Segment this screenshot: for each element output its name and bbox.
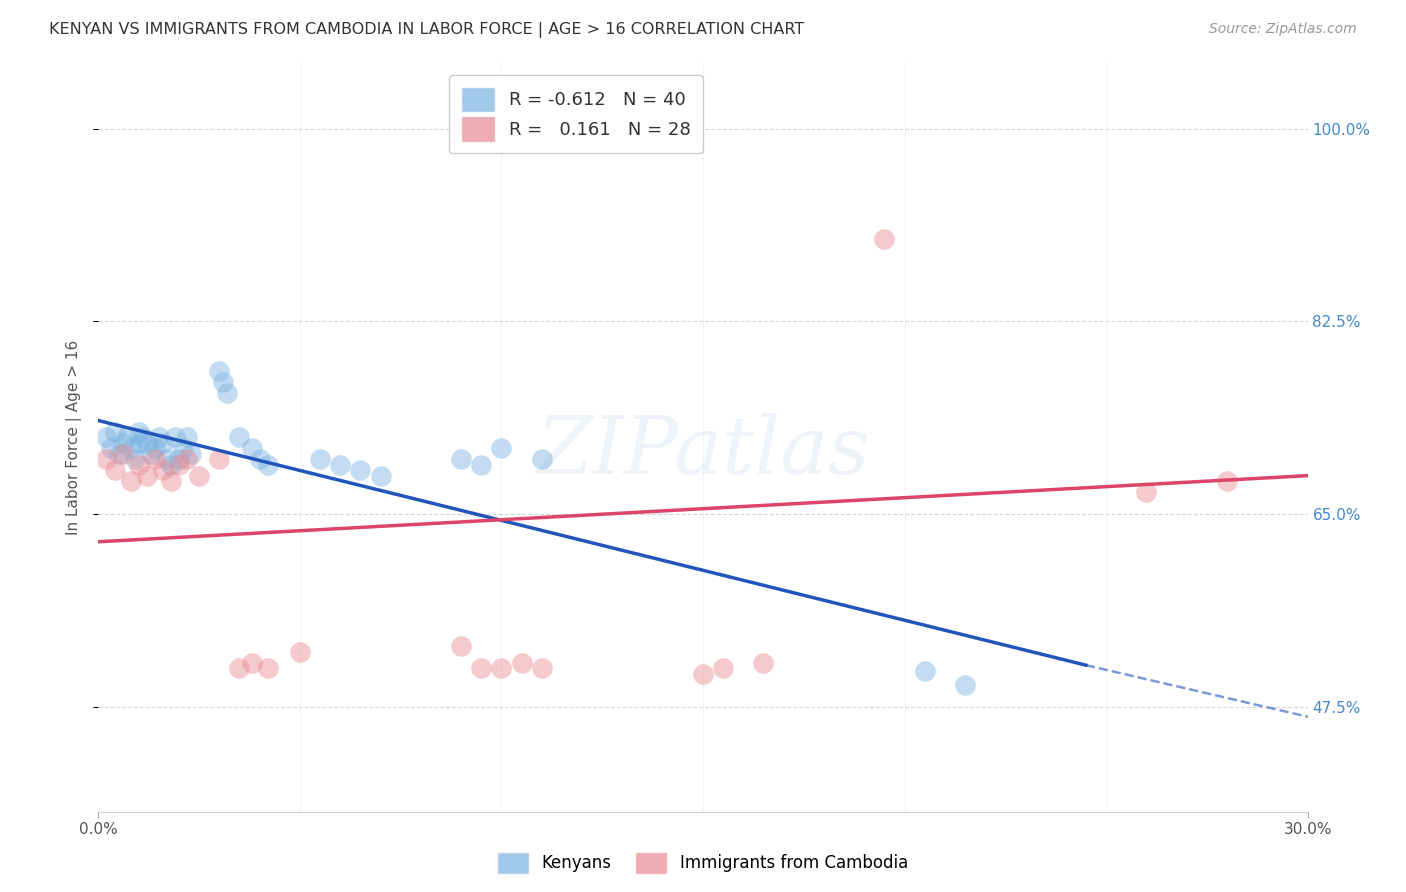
Point	[128, 435, 150, 450]
Point	[711, 661, 734, 675]
Point	[120, 441, 142, 455]
Point	[143, 441, 166, 455]
Point	[349, 463, 371, 477]
Point	[100, 441, 122, 455]
Point	[1135, 485, 1157, 500]
Point	[120, 474, 142, 488]
Point	[530, 661, 553, 675]
Point	[470, 458, 492, 472]
Point	[1216, 474, 1239, 488]
Point	[96, 430, 118, 444]
Point	[167, 458, 190, 472]
Point	[450, 452, 472, 467]
Point	[752, 656, 775, 670]
Point	[491, 661, 513, 675]
Y-axis label: In Labor Force | Age > 16: In Labor Force | Age > 16	[66, 340, 83, 534]
Point	[256, 661, 278, 675]
Point	[176, 430, 198, 444]
Point	[152, 463, 174, 477]
Point	[128, 425, 150, 439]
Legend: Kenyans, Immigrants from Cambodia: Kenyans, Immigrants from Cambodia	[491, 847, 915, 880]
Point	[217, 386, 239, 401]
Point	[128, 458, 150, 472]
Point	[103, 425, 125, 439]
Point	[180, 447, 202, 461]
Point	[510, 656, 533, 670]
Point	[107, 447, 129, 461]
Point	[370, 468, 392, 483]
Point	[167, 452, 190, 467]
Point	[212, 375, 235, 389]
Point	[309, 452, 332, 467]
Text: KENYAN VS IMMIGRANTS FROM CAMBODIA IN LABOR FORCE | AGE > 16 CORRELATION CHART: KENYAN VS IMMIGRANTS FROM CAMBODIA IN LA…	[49, 22, 804, 38]
Point	[152, 435, 174, 450]
Point	[208, 364, 231, 378]
Point	[692, 667, 714, 681]
Point	[208, 452, 231, 467]
Point	[873, 232, 896, 246]
Point	[329, 458, 352, 472]
Point	[160, 458, 183, 472]
Point	[132, 430, 155, 444]
Point	[135, 435, 157, 450]
Point	[953, 678, 976, 692]
Point	[228, 661, 250, 675]
Point	[96, 452, 118, 467]
Point	[156, 452, 179, 467]
Text: Source: ZipAtlas.com: Source: ZipAtlas.com	[1209, 22, 1357, 37]
Legend: R = -0.612   N = 40, R =   0.161   N = 28: R = -0.612 N = 40, R = 0.161 N = 28	[449, 75, 703, 153]
Point	[135, 468, 157, 483]
Point	[163, 430, 186, 444]
Point	[148, 430, 170, 444]
Point	[491, 441, 513, 455]
Point	[115, 430, 138, 444]
Point	[124, 452, 146, 467]
Point	[256, 458, 278, 472]
Point	[288, 645, 311, 659]
Point	[143, 452, 166, 467]
Point	[172, 441, 194, 455]
Point	[111, 447, 134, 461]
Point	[914, 664, 936, 678]
Point	[103, 463, 125, 477]
Point	[249, 452, 271, 467]
Point	[240, 656, 263, 670]
Text: ZIPatlas: ZIPatlas	[536, 413, 870, 491]
Point	[450, 640, 472, 654]
Point	[139, 447, 162, 461]
Point	[188, 468, 211, 483]
Point	[470, 661, 492, 675]
Point	[111, 435, 134, 450]
Point	[176, 452, 198, 467]
Point	[240, 441, 263, 455]
Point	[228, 430, 250, 444]
Point	[160, 474, 183, 488]
Point	[530, 452, 553, 467]
